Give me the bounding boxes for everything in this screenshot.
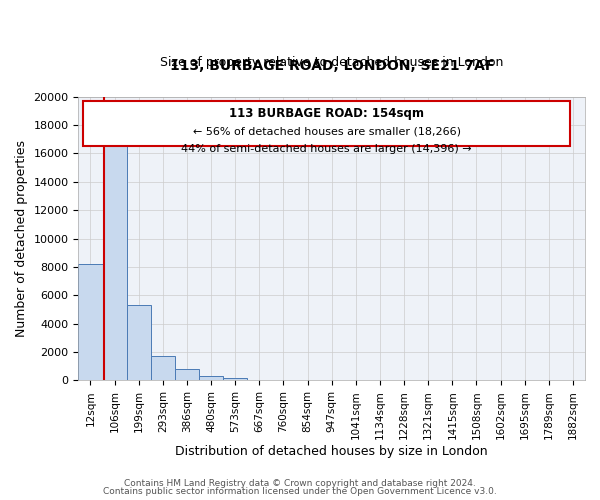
X-axis label: Distribution of detached houses by size in London: Distribution of detached houses by size … xyxy=(175,444,488,458)
Bar xyxy=(79,264,103,380)
Text: 44% of semi-detached houses are larger (14,396) →: 44% of semi-detached houses are larger (… xyxy=(181,144,472,154)
Bar xyxy=(199,376,223,380)
Bar xyxy=(175,369,199,380)
Bar xyxy=(151,356,175,380)
Bar xyxy=(223,378,247,380)
Text: Contains HM Land Registry data © Crown copyright and database right 2024.: Contains HM Land Registry data © Crown c… xyxy=(124,478,476,488)
Text: Contains public sector information licensed under the Open Government Licence v3: Contains public sector information licen… xyxy=(103,487,497,496)
Text: 113, BURBAGE ROAD, LONDON, SE21 7AF: 113, BURBAGE ROAD, LONDON, SE21 7AF xyxy=(170,58,494,72)
Text: ← 56% of detached houses are smaller (18,266): ← 56% of detached houses are smaller (18… xyxy=(193,126,461,136)
Title: Size of property relative to detached houses in London: Size of property relative to detached ho… xyxy=(160,56,503,69)
Y-axis label: Number of detached properties: Number of detached properties xyxy=(15,140,28,337)
Bar xyxy=(103,146,127,380)
Text: 113 BURBAGE ROAD: 154sqm: 113 BURBAGE ROAD: 154sqm xyxy=(229,106,424,120)
FancyBboxPatch shape xyxy=(83,101,570,146)
Bar xyxy=(127,306,151,380)
